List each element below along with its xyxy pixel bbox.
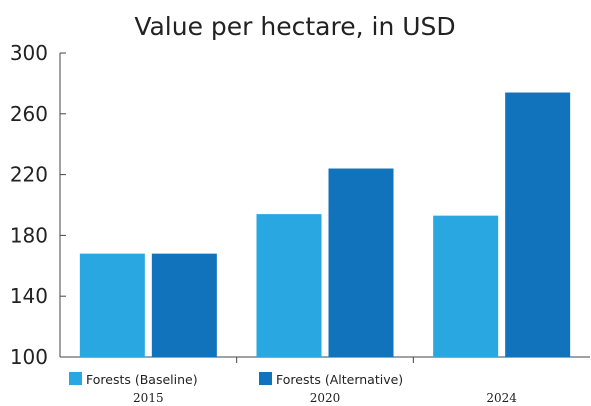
bar-2020-series-1 bbox=[256, 214, 322, 357]
y-tick-label: 220 bbox=[10, 163, 48, 187]
bar-2024-series-1 bbox=[433, 215, 499, 357]
bar-2015-series-1 bbox=[79, 253, 145, 357]
bar-2024-series-2 bbox=[505, 92, 571, 358]
bars bbox=[79, 92, 571, 358]
legend: Forests (Baseline) Forests (Alternative) bbox=[69, 372, 403, 387]
y-tick-label: 180 bbox=[10, 223, 48, 247]
legend-swatch bbox=[259, 372, 272, 385]
legend-label: Forests (Alternative) bbox=[276, 372, 403, 387]
y-tick-label: 100 bbox=[10, 345, 48, 369]
legend-swatch bbox=[69, 372, 82, 385]
bar-2020-series-2 bbox=[328, 168, 394, 357]
y-tick-label: 260 bbox=[10, 102, 48, 126]
y-tick-label: 300 bbox=[10, 41, 48, 65]
y-axis: 100 140 180 220 260 300 bbox=[10, 41, 66, 369]
chart-title: Value per hectare, in USD bbox=[134, 12, 455, 41]
x-tick-label: 2015 bbox=[133, 391, 164, 405]
y-tick-label: 140 bbox=[10, 284, 48, 308]
x-axis: 2015 2020 2024 bbox=[60, 356, 590, 405]
legend-label: Forests (Baseline) bbox=[86, 372, 198, 387]
x-tick-label: 2024 bbox=[486, 391, 517, 405]
bar-2015-series-2 bbox=[151, 253, 217, 357]
x-tick-label: 2020 bbox=[310, 391, 341, 405]
